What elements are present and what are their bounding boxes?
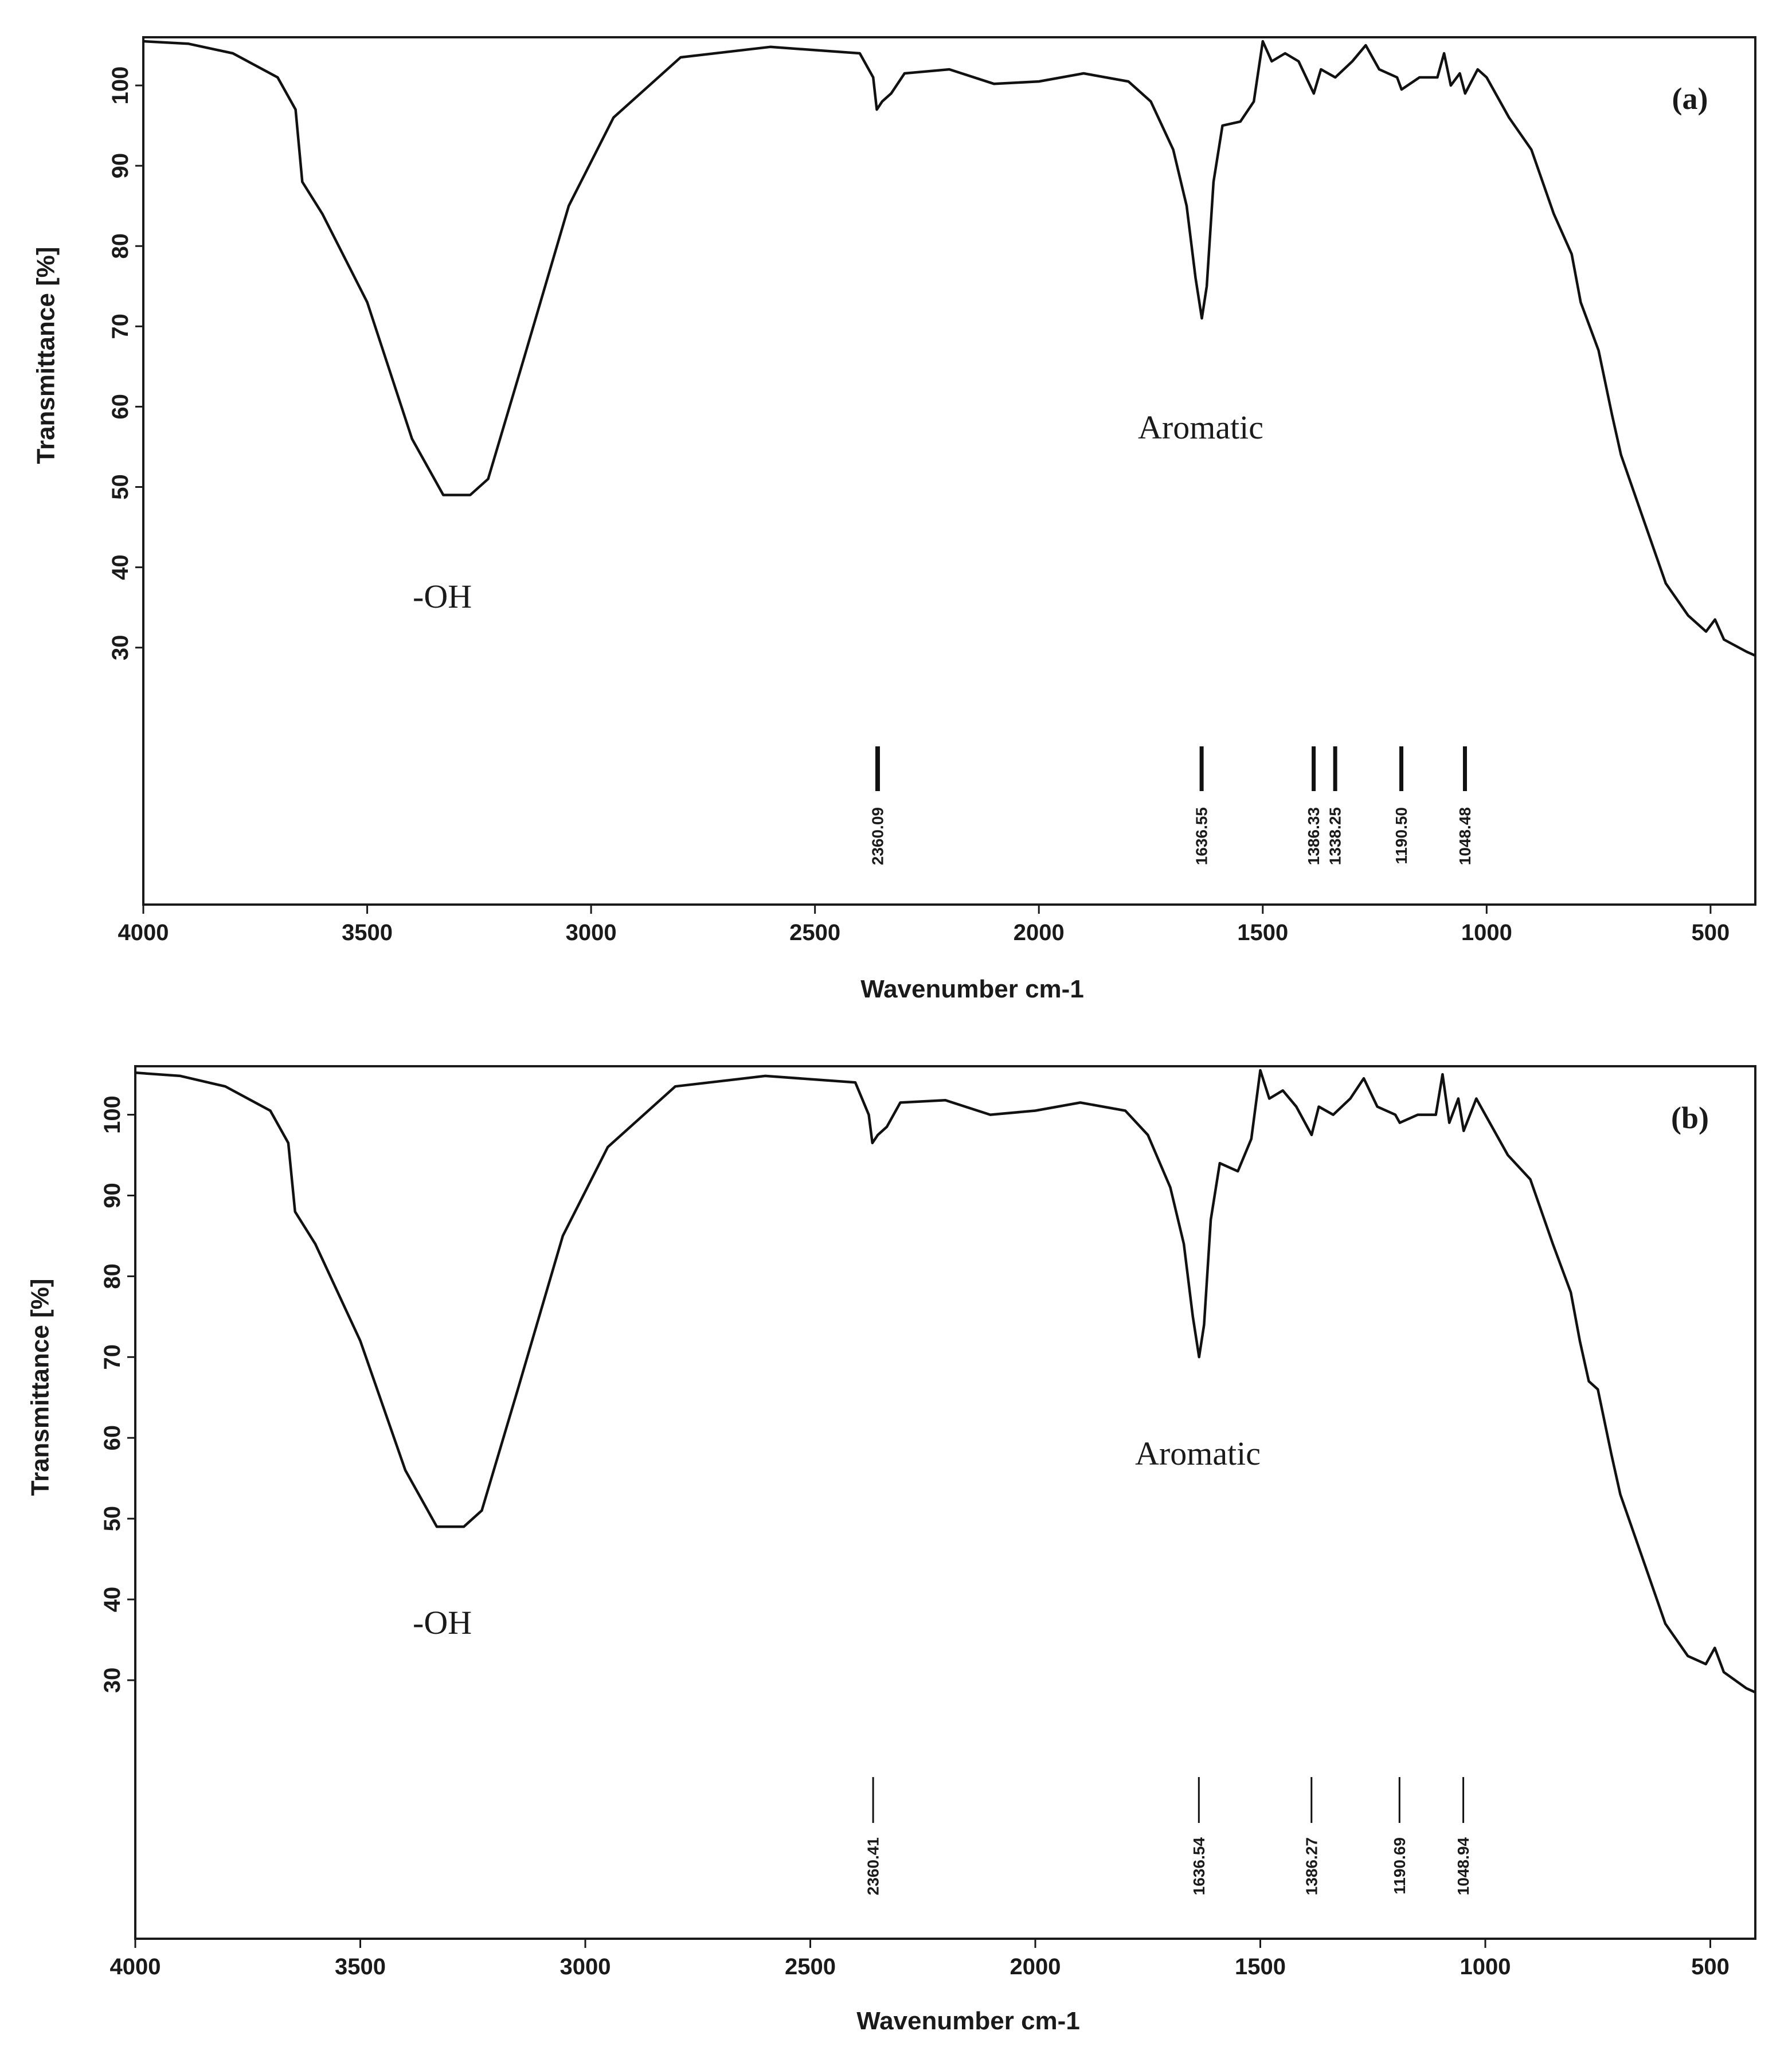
y-axis-title: Transmittance [%] bbox=[26, 1279, 54, 1496]
peak-marker-label: 2360.09 bbox=[868, 807, 886, 865]
x-tick-label: 4000 bbox=[110, 1954, 161, 1979]
x-tick-label: 2000 bbox=[1010, 1954, 1061, 1979]
y-tick-label: 90 bbox=[100, 1183, 125, 1208]
x-axis-title: Wavenumber cm-1 bbox=[856, 2007, 1080, 2035]
peak-marker-label: 1048.48 bbox=[1456, 807, 1474, 865]
peak-marker-label: 1636.55 bbox=[1193, 807, 1211, 865]
y-tick-label: 30 bbox=[100, 1668, 125, 1693]
plot-frame bbox=[134, 1065, 1756, 1940]
peak-marker-label: 1386.27 bbox=[1302, 1837, 1320, 1895]
x-axis-title: Wavenumber cm-1 bbox=[860, 975, 1084, 1003]
x-tick-label: 1000 bbox=[1460, 1954, 1511, 1979]
spectrum-line bbox=[135, 1069, 1756, 1694]
y-tick-label: 50 bbox=[108, 474, 133, 500]
chart-panel-b: 4000 3500 3000 2500 2000 1500 1000 500 30 40 50 60 7… bbox=[26, 1065, 1756, 2035]
annotation-aromatic: Aromatic bbox=[1135, 1435, 1261, 1472]
annotation-oh: -OH bbox=[413, 578, 472, 615]
peak-marker-label: 1048.94 bbox=[1454, 1837, 1472, 1896]
y-tick-label: 80 bbox=[108, 233, 133, 259]
annotation-oh: -OH bbox=[413, 1604, 472, 1641]
x-tick-label: 2000 bbox=[1014, 920, 1065, 945]
x-tick-label: 4000 bbox=[118, 920, 169, 945]
chart-panel-a: 4000 3500 3000 2500 2000 1500 1000 500 30 40 50 60 7… bbox=[32, 36, 1756, 1003]
x-tick-label: 3000 bbox=[560, 1954, 611, 1979]
y-axis-title: Transmittance [%] bbox=[32, 247, 60, 464]
x-tick-label: 1500 bbox=[1235, 1954, 1286, 1979]
y-tick-label: 50 bbox=[100, 1506, 125, 1532]
x-tick-label: 2500 bbox=[785, 1954, 836, 1979]
y-tick-label: 100 bbox=[108, 66, 133, 105]
spectrum-line bbox=[143, 40, 1756, 657]
peak-marker-label: 1386.33 bbox=[1305, 807, 1323, 865]
x-tick-label: 3500 bbox=[335, 1954, 386, 1979]
y-tick-label: 90 bbox=[108, 153, 133, 179]
y-tick-label: 40 bbox=[108, 554, 133, 580]
annotation-aromatic: Aromatic bbox=[1138, 409, 1263, 446]
x-tick-label: 500 bbox=[1691, 1954, 1730, 1979]
panel-label: (a) bbox=[1672, 81, 1708, 116]
x-tick-label: 3000 bbox=[566, 920, 617, 945]
x-tick-label: 2500 bbox=[789, 920, 840, 945]
panel-label: (b) bbox=[1671, 1101, 1709, 1135]
peak-marker-label: 1636.54 bbox=[1190, 1837, 1208, 1896]
y-tick-label: 30 bbox=[108, 635, 133, 660]
y-tick-label: 80 bbox=[100, 1263, 125, 1289]
y-tick-label: 70 bbox=[108, 314, 133, 339]
y-tick-label: 40 bbox=[100, 1587, 125, 1613]
peak-marker-label: 1338.25 bbox=[1327, 807, 1344, 865]
peak-marker-label: 2360.41 bbox=[864, 1837, 882, 1895]
y-tick-label: 70 bbox=[100, 1344, 125, 1370]
x-tick-label: 3500 bbox=[342, 920, 393, 945]
x-tick-label: 500 bbox=[1692, 920, 1730, 945]
x-tick-label: 1500 bbox=[1237, 920, 1288, 945]
peak-marker-label: 1190.69 bbox=[1391, 1837, 1408, 1895]
peak-marker-label: 1190.50 bbox=[1392, 807, 1410, 864]
y-tick-label: 100 bbox=[100, 1095, 125, 1134]
y-tick-label: 60 bbox=[108, 394, 133, 420]
plot-frame bbox=[142, 36, 1756, 906]
y-tick-label: 60 bbox=[100, 1425, 125, 1451]
x-tick-label: 1000 bbox=[1461, 920, 1512, 945]
